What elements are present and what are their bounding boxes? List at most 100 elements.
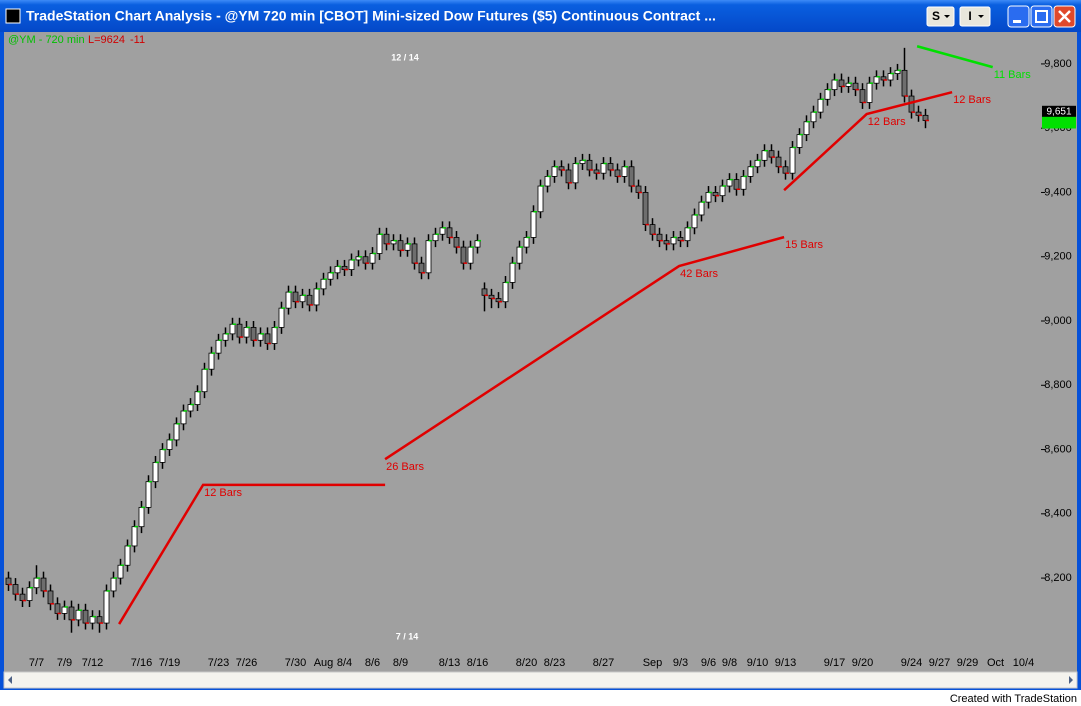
- candle-body: [327, 272, 334, 280]
- x-tick-label: 7/12: [82, 657, 103, 669]
- candle-body: [236, 323, 243, 338]
- candle-body: [152, 462, 159, 483]
- x-tick-label: 8/9: [393, 657, 408, 669]
- candle-body: [229, 323, 236, 335]
- y-tick-label: 9,200: [1044, 251, 1072, 263]
- candle-body: [572, 163, 579, 184]
- scroll-left: [8, 676, 12, 684]
- candle-body: [614, 169, 621, 177]
- x-tick-label: 7/23: [208, 657, 229, 669]
- x-tick-label: 9/29: [957, 657, 978, 669]
- maximize-button[interactable]: [1030, 5, 1053, 28]
- candle-body: [502, 282, 509, 303]
- button-label: S: [932, 9, 940, 23]
- y-tick-label: 8,200: [1044, 572, 1072, 584]
- minimize-button[interactable]: [1007, 5, 1030, 28]
- last-price-box: [1042, 114, 1076, 129]
- candle-body: [726, 179, 733, 187]
- footer-bar: [0, 690, 1081, 706]
- candle-body: [523, 237, 530, 248]
- x-tick-label: 9/20: [852, 657, 873, 669]
- candle-body: [628, 166, 635, 187]
- candle-body: [187, 404, 194, 412]
- x-tick-label: 7/19: [159, 657, 180, 669]
- candle-body: [103, 590, 110, 624]
- candle-body: [782, 166, 789, 174]
- candle-body: [201, 368, 208, 393]
- toolbar-button[interactable]: I: [959, 6, 991, 27]
- x-tick-label: 8/4: [337, 657, 352, 669]
- candle-body: [19, 593, 26, 601]
- candle-body: [47, 590, 54, 605]
- close-button[interactable]: [1053, 5, 1076, 28]
- candle-body: [96, 616, 103, 624]
- scrollbar[interactable]: [3, 671, 1078, 689]
- bottom-note: 7 / 14: [396, 631, 419, 641]
- candle-body: [621, 166, 628, 177]
- trendline: [916, 45, 994, 69]
- x-tick-label: 9/17: [824, 657, 845, 669]
- app-icon: [5, 8, 21, 24]
- candle-body: [250, 327, 257, 341]
- candle-body: [194, 391, 201, 405]
- last-label: L=9624: [88, 34, 125, 46]
- candle-body: [208, 352, 215, 370]
- trendline-label: 42 Bars: [680, 268, 718, 280]
- candle-body: [313, 288, 320, 306]
- candle-body: [635, 185, 642, 193]
- candle-body: [285, 291, 292, 309]
- x-tick-label: 7/16: [131, 657, 152, 669]
- price-marker-label: 9,651: [1046, 106, 1071, 117]
- x-tick-label: 7/30: [285, 657, 306, 669]
- x-tick-label: 9/3: [673, 657, 688, 669]
- y-tick-label: 9,000: [1044, 315, 1072, 327]
- candle-body: [817, 98, 824, 113]
- candle-body: [789, 147, 796, 174]
- x-tick-label: 10/4: [1013, 657, 1034, 669]
- trendline-label: 12 Bars: [204, 487, 242, 499]
- x-tick-label: 8/23: [544, 657, 565, 669]
- candle-body: [656, 233, 663, 242]
- trendline-label: 11 Bars: [994, 69, 1032, 81]
- candle-body: [292, 291, 299, 303]
- candle-body: [54, 603, 61, 614]
- candle-body: [859, 89, 866, 103]
- x-tick-label: 8/27: [593, 657, 614, 669]
- candle-body: [180, 410, 187, 425]
- candle-body: [649, 224, 656, 235]
- candle-body: [411, 243, 418, 264]
- candle-body: [803, 121, 810, 136]
- candle-body: [747, 166, 754, 177]
- candle-body: [334, 265, 341, 274]
- x-tick-label: 9/8: [722, 657, 737, 669]
- candle-body: [467, 246, 474, 264]
- candle-body: [404, 243, 411, 251]
- candle-body: [348, 259, 355, 270]
- x-tick-label: 8/16: [467, 657, 488, 669]
- x-tick-label: Oct: [987, 657, 1004, 669]
- candle-body: [257, 333, 264, 341]
- x-tick-label: 8/20: [516, 657, 537, 669]
- candle-body: [460, 246, 467, 264]
- x-tick-label: 9/24: [901, 657, 922, 669]
- candle-body: [705, 192, 712, 203]
- candle-body: [159, 449, 166, 463]
- candle-body: [754, 159, 761, 168]
- candle-body: [5, 577, 12, 585]
- x-tick-label: 9/10: [747, 657, 768, 669]
- x-tick-label: 7/26: [236, 657, 257, 669]
- toolbar-button[interactable]: S: [926, 6, 955, 27]
- candle-body: [537, 185, 544, 213]
- x-tick-label: 9/13: [775, 657, 796, 669]
- candle-body: [509, 262, 516, 283]
- candle-body: [698, 201, 705, 216]
- plot-area: 12 Bars 26 Bars 42 Bars 15 Bars 12 Bars 12 Ba…: [5, 45, 1032, 633]
- candle-body: [887, 73, 894, 81]
- candle-body: [453, 237, 460, 248]
- candle-body: [516, 246, 523, 264]
- candle-body: [215, 339, 222, 354]
- x-tick-label: Sep: [643, 657, 663, 669]
- candle-body: [439, 227, 446, 235]
- trendline: [118, 483, 386, 625]
